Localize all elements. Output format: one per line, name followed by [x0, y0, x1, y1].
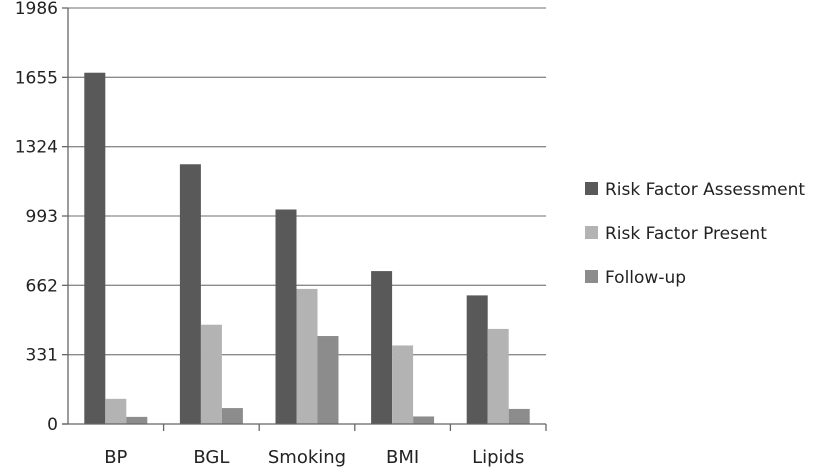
legend-swatch	[585, 182, 598, 195]
bar-follow-up-lipids	[508, 408, 530, 424]
bar-follow-up-smoking	[317, 336, 339, 424]
bar-risk-factor-assessment-bgl	[179, 164, 201, 424]
x-tick-label: BMI	[386, 447, 419, 467]
x-tick-label: Lipids	[472, 447, 524, 467]
bar-risk-factor-present-bmi	[392, 345, 414, 424]
legend: Risk Factor Assessment Risk Factor Presen…	[585, 180, 805, 288]
y-tick-label: 1986	[15, 0, 58, 19]
gridlines	[68, 7, 546, 356]
y-tick-labels: 0 331 662 993 1324 1655 1986	[15, 0, 58, 435]
y-tick-label: 331	[26, 346, 58, 366]
y-tick-label: 662	[26, 276, 58, 296]
axes	[62, 7, 547, 431]
y-tick-label: 1655	[15, 68, 58, 88]
legend-swatch	[585, 226, 598, 239]
bar-risk-factor-assessment-bmi	[371, 271, 393, 424]
bar-follow-up-bmi	[413, 416, 435, 424]
bar-risk-factor-present-lipids	[487, 328, 509, 424]
bar-risk-factor-assessment-bp	[84, 72, 106, 425]
x-tick-labels: BP BGL Smoking BMI Lipids	[104, 447, 524, 467]
bar-risk-factor-present-bp	[105, 398, 127, 424]
x-tick-label: BP	[104, 447, 127, 467]
bar-risk-factor-present-smoking	[296, 288, 318, 424]
y-tick-label: 1324	[15, 138, 58, 158]
legend-label: Follow-up	[605, 268, 686, 288]
bar-risk-factor-assessment-smoking	[275, 209, 297, 424]
legend-label: Risk Factor Present	[605, 224, 767, 244]
y-tick-label: 0	[47, 415, 58, 435]
bar-risk-factor-present-bgl	[200, 324, 222, 424]
bars	[84, 72, 530, 425]
x-tick-label: BGL	[193, 447, 229, 467]
x-tick-label: Smoking	[268, 447, 346, 467]
y-tick-label: 993	[26, 207, 58, 227]
legend-swatch	[585, 270, 598, 283]
bar-follow-up-bgl	[221, 408, 243, 424]
bar-follow-up-bp	[126, 416, 148, 424]
legend-label: Risk Factor Assessment	[605, 180, 805, 200]
bar-risk-factor-assessment-lipids	[466, 295, 488, 424]
